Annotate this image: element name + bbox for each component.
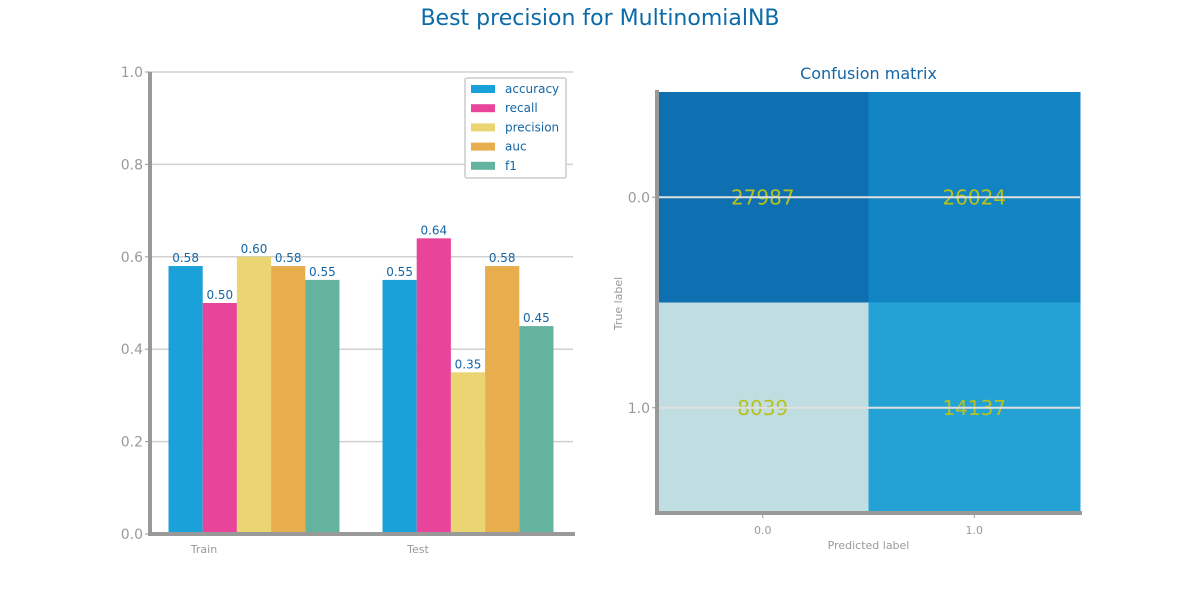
y-tick-label: 0.4 xyxy=(121,342,143,358)
bar-accuracy-train xyxy=(168,266,203,534)
cm-y-tick-label: 1.0 xyxy=(628,401,650,417)
bar-value-label: 0.58 xyxy=(172,251,199,265)
bar-f1-train xyxy=(305,279,340,534)
cm-y-axis-label: True label xyxy=(612,277,625,331)
legend-box xyxy=(464,77,567,179)
legend-swatch-accuracy xyxy=(471,85,495,93)
bar-value-label: 0.55 xyxy=(386,265,413,279)
legend-swatch-auc xyxy=(471,142,495,151)
bar-value-label: 0.60 xyxy=(241,242,268,256)
bar-recall-test xyxy=(416,238,451,534)
confusion-matrix-title: Confusion matrix xyxy=(800,64,937,83)
cm-x-tick-label: 0.0 xyxy=(754,524,772,537)
bar-value-label: 0.58 xyxy=(489,251,516,265)
cm-x-axis-label: Predicted label xyxy=(828,539,910,552)
cm-y-tick-label: 0.0 xyxy=(628,190,650,206)
bar-f1-test xyxy=(519,326,554,534)
bar-auc-test xyxy=(485,266,520,534)
legend-label-auc: auc xyxy=(505,140,527,154)
legend: accuracy recall precision auc f1 xyxy=(464,77,567,179)
legend-label-precision: precision xyxy=(505,120,559,134)
bar-value-label: 0.45 xyxy=(523,311,550,325)
y-tick-label: 0.8 xyxy=(121,157,143,173)
y-tick-label: 1.0 xyxy=(121,65,143,81)
bar-auc-train xyxy=(271,266,306,534)
bar-value-label: 0.35 xyxy=(455,357,482,371)
legend-swatch-precision xyxy=(471,123,495,132)
x-tick-label: Test xyxy=(406,543,429,556)
cm-x-tick-label: 1.0 xyxy=(966,524,984,537)
bar-recall-train xyxy=(202,303,237,534)
legend-swatch-f1 xyxy=(471,161,495,170)
y-tick-label: 0.0 xyxy=(121,527,143,543)
x-tick-label: Train xyxy=(190,543,217,556)
y-tick-label: 0.2 xyxy=(121,435,143,451)
bar-value-label: 0.64 xyxy=(420,223,447,237)
bar-value-label: 0.55 xyxy=(309,265,336,279)
figure-title: Best precision for MultinomialNB xyxy=(420,6,780,31)
legend-label-recall: recall xyxy=(505,101,538,115)
legend-swatch-recall xyxy=(471,104,495,113)
bar-precision-test xyxy=(450,372,486,534)
bar-value-label: 0.58 xyxy=(275,251,302,265)
bar-accuracy-test xyxy=(382,279,417,534)
legend-label-accuracy: accuracy xyxy=(505,82,559,96)
legend-label-f1: f1 xyxy=(505,159,517,173)
y-tick-label: 0.6 xyxy=(121,250,143,266)
bar-precision-train xyxy=(236,256,272,534)
bar-value-label: 0.50 xyxy=(206,288,233,302)
